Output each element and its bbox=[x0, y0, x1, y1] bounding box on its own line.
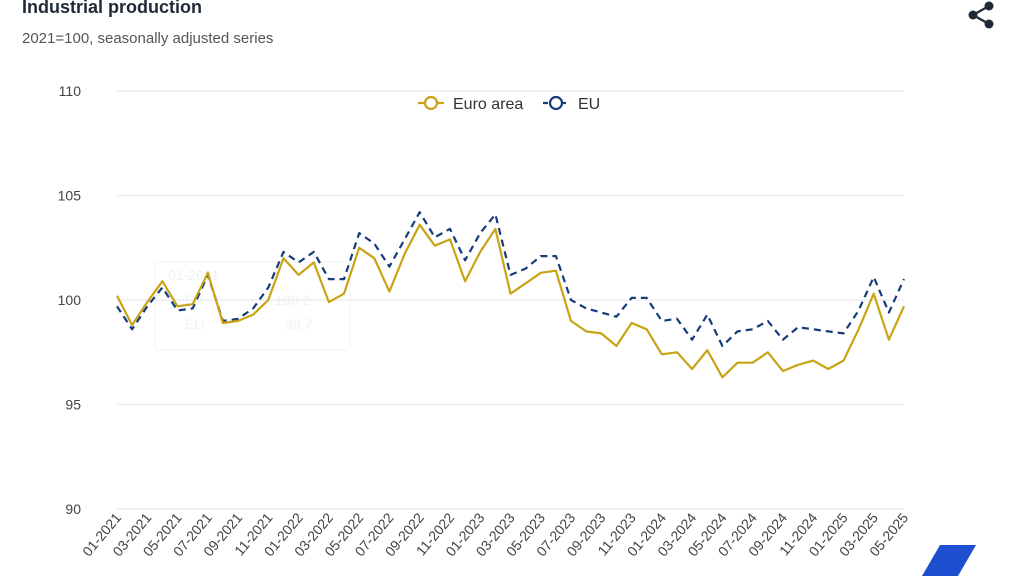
legend-item-euro-area[interactable]: Euro area bbox=[418, 95, 523, 113]
y-tick-label: 95 bbox=[65, 397, 81, 413]
tooltip-row-label: EU bbox=[185, 316, 204, 332]
brand-logo-icon bbox=[922, 545, 976, 576]
y-tick-label: 110 bbox=[59, 83, 82, 99]
legend-marker-eu bbox=[548, 95, 564, 111]
tooltip-date: 01-2021 bbox=[168, 267, 220, 283]
legend-marker-euro-area bbox=[423, 95, 439, 111]
share-button[interactable] bbox=[962, 0, 998, 30]
legend-label-eu: EU bbox=[578, 96, 600, 113]
series-line-eu[interactable] bbox=[116, 211, 906, 348]
grid bbox=[117, 90, 904, 510]
y-axis: 90 95 100 105 110 bbox=[58, 83, 82, 517]
legend: Euro area EU bbox=[418, 95, 600, 113]
legend-item-eu[interactable]: EU bbox=[543, 95, 600, 113]
series-line-euro-area[interactable] bbox=[116, 223, 906, 379]
chart-subtitle: 2021=100, seasonally adjusted series bbox=[22, 30, 274, 47]
x-axis: 01-202103-202105-202107-202109-202111-20… bbox=[79, 509, 911, 559]
tooltip-row-value: 99.7 bbox=[285, 316, 312, 332]
y-tick-label: 90 bbox=[65, 501, 81, 517]
plot-area bbox=[116, 211, 906, 379]
y-tick-label: 105 bbox=[58, 188, 82, 204]
chart-title: Industrial production bbox=[22, 0, 202, 17]
y-tick-label: 100 bbox=[58, 292, 82, 308]
share-icon bbox=[968, 1, 994, 29]
legend-label-euro-area: Euro area bbox=[453, 96, 523, 113]
